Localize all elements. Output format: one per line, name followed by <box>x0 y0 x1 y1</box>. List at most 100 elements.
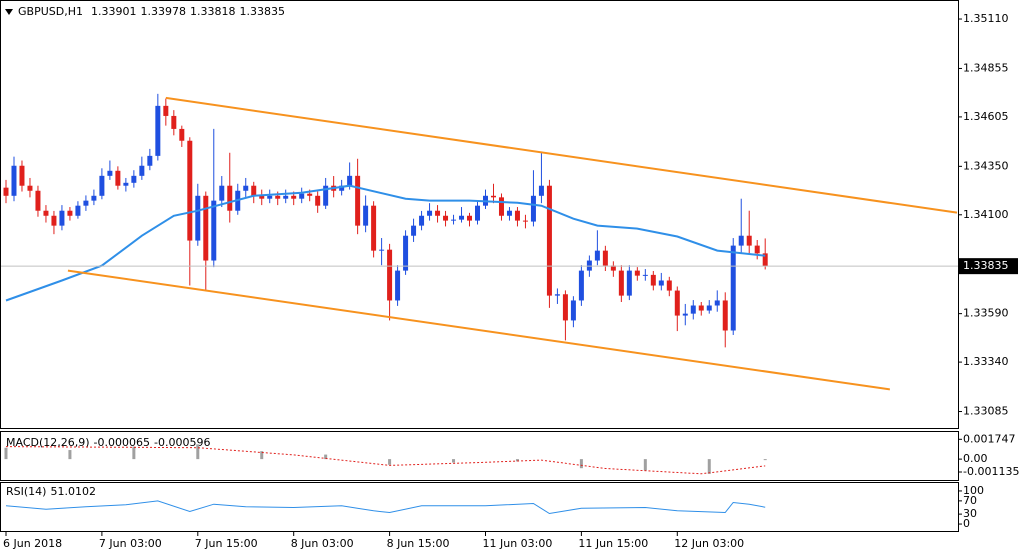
candle-body <box>307 193 313 196</box>
candle-body <box>187 140 193 241</box>
candle-body <box>283 195 289 199</box>
candle-body <box>275 195 281 199</box>
rsi-value: 51.0102 <box>50 485 96 498</box>
candle-body <box>299 193 305 199</box>
macd-bar <box>260 451 264 460</box>
candle-body <box>626 270 632 296</box>
candle-body <box>610 265 616 271</box>
x-tick-label: 12 Jun 03:00 <box>674 537 744 550</box>
candle-body <box>339 185 345 191</box>
y-tick-label: 70 <box>963 494 977 507</box>
candle-body <box>451 219 457 221</box>
rsi-header: RSI(14) 51.0102 <box>6 485 96 498</box>
candle-body <box>51 215 57 226</box>
macd-bar <box>707 459 711 474</box>
channel-line <box>165 96 958 214</box>
candle-body <box>475 205 481 221</box>
macd-bar <box>452 459 456 463</box>
x-tick-label: 6 Jun 2018 <box>3 537 62 550</box>
candle-body <box>179 128 185 141</box>
candle-body <box>419 215 425 226</box>
candle-body <box>443 215 449 221</box>
candle-body <box>403 235 409 271</box>
y-tick-label: 1.35110 <box>963 12 1009 25</box>
y-tick-label: 1.34605 <box>963 110 1009 123</box>
macd-bar <box>196 444 200 460</box>
candle-body <box>3 187 9 196</box>
macd-panel-border <box>0 431 959 481</box>
candle-body <box>243 185 249 191</box>
candle-body <box>123 182 129 186</box>
candle-body <box>730 245 736 331</box>
candle-body <box>498 197 504 216</box>
candle-body <box>754 245 760 254</box>
macd-bar <box>68 450 72 460</box>
candle-body <box>435 210 441 216</box>
candle-body <box>139 165 145 176</box>
y-tick-label: 30 <box>963 507 977 520</box>
candle-body <box>706 305 712 311</box>
y-tick-label: 1.34855 <box>963 61 1009 74</box>
x-tick-label: 11 Jun 15:00 <box>578 537 648 550</box>
candle-body <box>91 195 97 201</box>
candle-body <box>83 200 89 206</box>
candle-body <box>674 290 680 316</box>
candle-body <box>682 313 688 316</box>
candle-body <box>522 220 528 222</box>
macd-bar <box>324 454 328 460</box>
candle-body <box>538 185 544 196</box>
candle-body <box>578 270 584 301</box>
candle-body <box>115 170 121 186</box>
rsi-title: RSI(14) <box>6 485 46 498</box>
close-price: 1.33835 <box>239 5 285 18</box>
candle-body <box>171 115 177 129</box>
candle-body <box>714 300 720 306</box>
candle-body <box>99 175 105 196</box>
candle-body <box>411 225 417 236</box>
y-tick-label: 1.34100 <box>963 208 1009 221</box>
open-price: 1.33901 <box>91 5 137 18</box>
candle-body <box>586 260 592 271</box>
current-price-label: 1.33835 <box>963 259 1009 272</box>
candle-body <box>11 165 17 196</box>
y-tick-label: 1.33590 <box>963 307 1009 320</box>
macd-bar <box>515 459 519 462</box>
y-tick-label: -0.001135 <box>963 465 1019 478</box>
candle-body <box>690 305 696 314</box>
candle-body <box>506 210 512 216</box>
high-price: 1.33978 <box>140 5 186 18</box>
candle-body <box>75 205 81 216</box>
candle-body <box>562 294 568 321</box>
symbol-title: GBPUSD,H1 <box>18 5 83 18</box>
macd-main-value: -0.000065 <box>94 436 150 449</box>
candle-body <box>35 190 41 211</box>
candle-body <box>634 270 640 276</box>
symbol-menu-icon[interactable] <box>5 9 13 15</box>
candle-body <box>698 305 704 311</box>
candle-body <box>467 215 473 221</box>
low-price: 1.33818 <box>190 5 236 18</box>
candle-body <box>363 205 369 226</box>
current-price-box <box>959 258 1018 275</box>
macd-bar <box>763 459 767 461</box>
candle-body <box>387 249 393 301</box>
candle-body <box>19 165 25 186</box>
candle-body <box>490 195 496 198</box>
y-tick-label: 0 <box>963 517 970 530</box>
candle-body <box>347 175 353 186</box>
candle-body <box>618 270 624 296</box>
x-tick-label: 11 Jun 03:00 <box>482 537 552 550</box>
candle-body <box>195 195 201 241</box>
candle-body <box>355 175 361 226</box>
candle-body <box>746 235 752 246</box>
candle-body <box>291 195 297 199</box>
candle-body <box>43 210 49 216</box>
candle-body <box>546 185 552 296</box>
candle-body <box>267 195 273 199</box>
candle-body <box>650 274 656 286</box>
x-tick-label: 7 Jun 15:00 <box>195 537 258 550</box>
candle-body <box>379 249 385 251</box>
candle-body <box>315 195 321 206</box>
candle-body <box>459 215 465 220</box>
